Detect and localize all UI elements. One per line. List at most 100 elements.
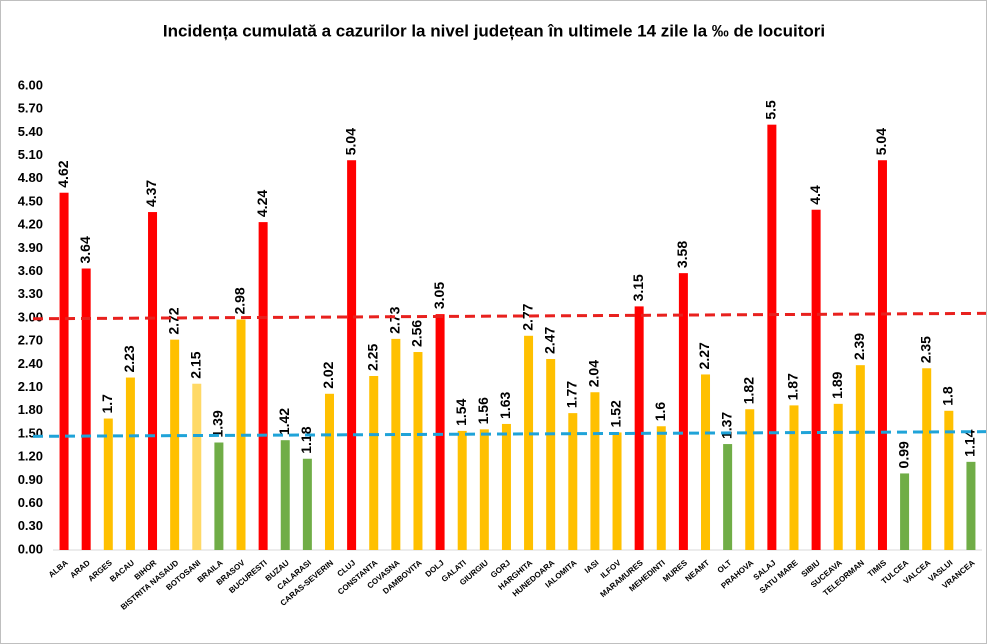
data-label: 2.15	[187, 351, 203, 378]
y-tick-label: 2.70	[18, 333, 43, 348]
bar	[568, 413, 578, 550]
y-tick-label: 1.80	[18, 402, 43, 417]
data-label: 2.23	[121, 345, 137, 372]
bar	[900, 473, 910, 550]
y-tick-label: 4.50	[18, 193, 43, 208]
y-tick-label: 5.70	[18, 101, 43, 116]
data-label: 3.15	[630, 274, 646, 301]
data-label: 0.99	[895, 441, 911, 468]
bar	[59, 192, 69, 550]
data-label: 1.89	[829, 371, 845, 398]
data-label: 2.72	[165, 307, 181, 334]
y-tick-label: 0.90	[18, 472, 43, 487]
y-tick-label: 3.90	[18, 240, 43, 255]
data-label: 2.47	[541, 327, 557, 354]
data-label: 2.02	[320, 361, 336, 388]
data-label: 4.24	[254, 190, 270, 217]
bar	[214, 442, 224, 550]
bar	[369, 376, 379, 550]
y-tick-label: 0.00	[18, 541, 43, 556]
data-label: 5.04	[342, 128, 358, 155]
bar	[634, 306, 644, 550]
y-tick-label: 1.50	[18, 425, 43, 440]
data-label: 1.6	[652, 402, 668, 422]
data-label: 1.7	[99, 394, 115, 414]
y-tick-label: 2.40	[18, 356, 43, 371]
data-label: 1.54	[453, 398, 469, 425]
bar	[723, 444, 733, 550]
bar	[103, 418, 113, 550]
bar	[767, 124, 777, 551]
chart-title: Incidența cumulată a cazurilor la nivel …	[163, 21, 825, 40]
data-label: 3.05	[431, 282, 447, 309]
y-tick-label: 3.30	[18, 286, 43, 301]
bar	[855, 365, 865, 550]
bar	[479, 429, 489, 550]
y-tick-label: 3.00	[18, 309, 43, 324]
bar	[302, 458, 312, 550]
data-label: 1.63	[497, 391, 513, 418]
bar	[457, 430, 467, 550]
y-tick-label: 4.80	[18, 170, 43, 185]
y-tick-label: 5.10	[18, 147, 43, 162]
data-label: 2.04	[586, 360, 602, 387]
bar	[944, 410, 954, 550]
bar	[347, 160, 357, 551]
data-label: 2.77	[519, 303, 535, 330]
data-label: 1.18	[298, 426, 314, 453]
data-label: 1.77	[564, 381, 580, 408]
bar	[125, 377, 135, 550]
data-label: 1.42	[276, 408, 292, 435]
bar	[877, 160, 887, 551]
bar	[148, 212, 158, 550]
bar	[501, 423, 511, 550]
data-label: 4.62	[55, 160, 71, 187]
bar	[546, 358, 556, 550]
data-label: 2.73	[387, 306, 403, 333]
data-label: 4.37	[143, 180, 159, 207]
data-label: 1.52	[608, 400, 624, 427]
y-tick-label: 6.00	[18, 77, 43, 92]
y-tick-label: 0.30	[18, 518, 43, 533]
data-label: 2.25	[364, 344, 380, 371]
bar	[811, 209, 821, 550]
bar	[833, 403, 843, 550]
data-label: 1.14	[962, 429, 978, 456]
data-label: 3.64	[77, 236, 93, 263]
data-label: 1.37	[718, 412, 734, 439]
y-tick-label: 5.40	[18, 124, 43, 139]
data-label: 2.39	[851, 333, 867, 360]
data-label: 5.5	[763, 100, 779, 120]
bar	[192, 383, 202, 550]
y-tick-label: 0.60	[18, 495, 43, 510]
bar	[590, 392, 600, 550]
y-tick-label: 3.60	[18, 263, 43, 278]
data-label: 4.4	[807, 185, 823, 205]
bar	[280, 440, 290, 550]
data-label: 2.56	[409, 320, 425, 347]
bar	[435, 314, 445, 550]
data-label: 3.58	[674, 241, 690, 268]
data-label: 1.56	[475, 397, 491, 424]
bar	[922, 368, 932, 550]
y-tick-label: 1.20	[18, 449, 43, 464]
bar	[258, 222, 268, 550]
bar	[966, 461, 976, 550]
bar	[81, 268, 91, 550]
bar	[524, 335, 534, 550]
bar	[789, 405, 799, 550]
y-tick-label: 2.10	[18, 379, 43, 394]
bar	[656, 426, 666, 550]
data-label: 2.98	[232, 287, 248, 314]
bar	[391, 338, 401, 550]
bar	[701, 374, 711, 550]
bar	[324, 393, 334, 550]
bar	[170, 339, 180, 550]
bar	[745, 409, 755, 550]
data-label: 1.82	[740, 377, 756, 404]
data-label: 1.87	[785, 373, 801, 400]
data-label: 1.8	[940, 386, 956, 406]
data-label: 5.04	[873, 128, 889, 155]
